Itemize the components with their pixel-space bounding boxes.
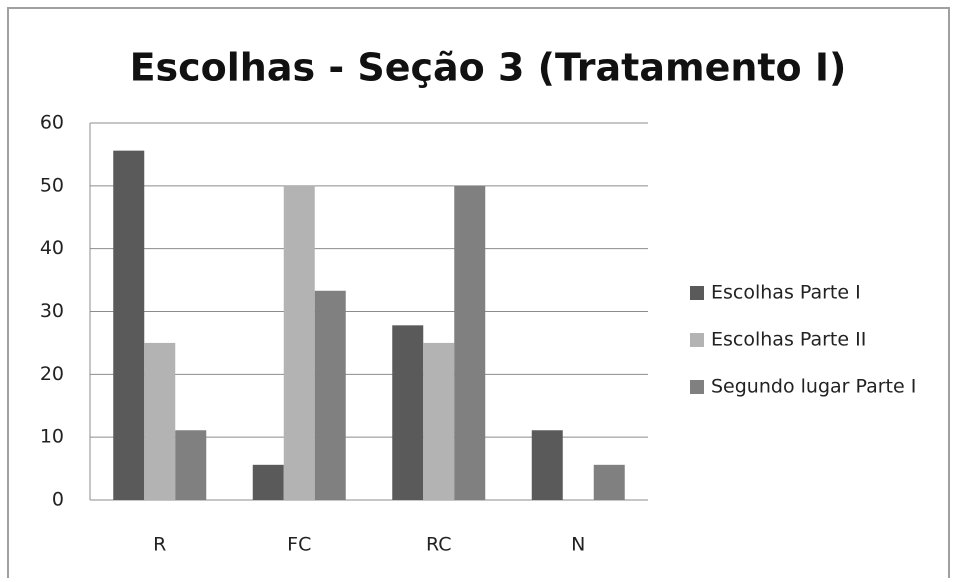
bar: [314, 290, 346, 500]
x-tick-label: RC: [426, 534, 452, 556]
legend-label: Escolhas Parte I: [711, 282, 861, 304]
legend-swatch: [690, 333, 704, 347]
bar: [454, 185, 486, 501]
y-tick-label: 0: [52, 489, 64, 511]
bar: [175, 430, 207, 500]
bar: [144, 342, 176, 500]
bar: [593, 464, 625, 500]
chart-frame: [7, 7, 950, 582]
chart-title: Escolhas - Seção 3 (Tratamento I): [130, 46, 847, 90]
y-tick-label: 40: [40, 237, 64, 259]
bar: [392, 325, 424, 500]
x-tick-label: N: [571, 534, 585, 556]
x-tick-label: FC: [287, 534, 311, 556]
legend-label: Segundo lugar Parte I: [711, 376, 916, 398]
bar: [113, 150, 145, 500]
y-tick-label: 30: [40, 300, 64, 322]
legend-swatch: [690, 286, 704, 300]
bar: [283, 185, 315, 501]
y-tick-label: 20: [40, 363, 64, 385]
y-tick-label: 10: [40, 426, 64, 448]
legend-swatch: [690, 380, 704, 394]
y-tick-label: 60: [40, 112, 64, 134]
bar: [252, 464, 284, 500]
legend-label: Escolhas Parte II: [711, 329, 866, 351]
y-tick-label: 50: [40, 174, 64, 196]
bar: [423, 342, 455, 500]
x-tick-label: R: [153, 534, 166, 556]
bar: [531, 430, 563, 500]
